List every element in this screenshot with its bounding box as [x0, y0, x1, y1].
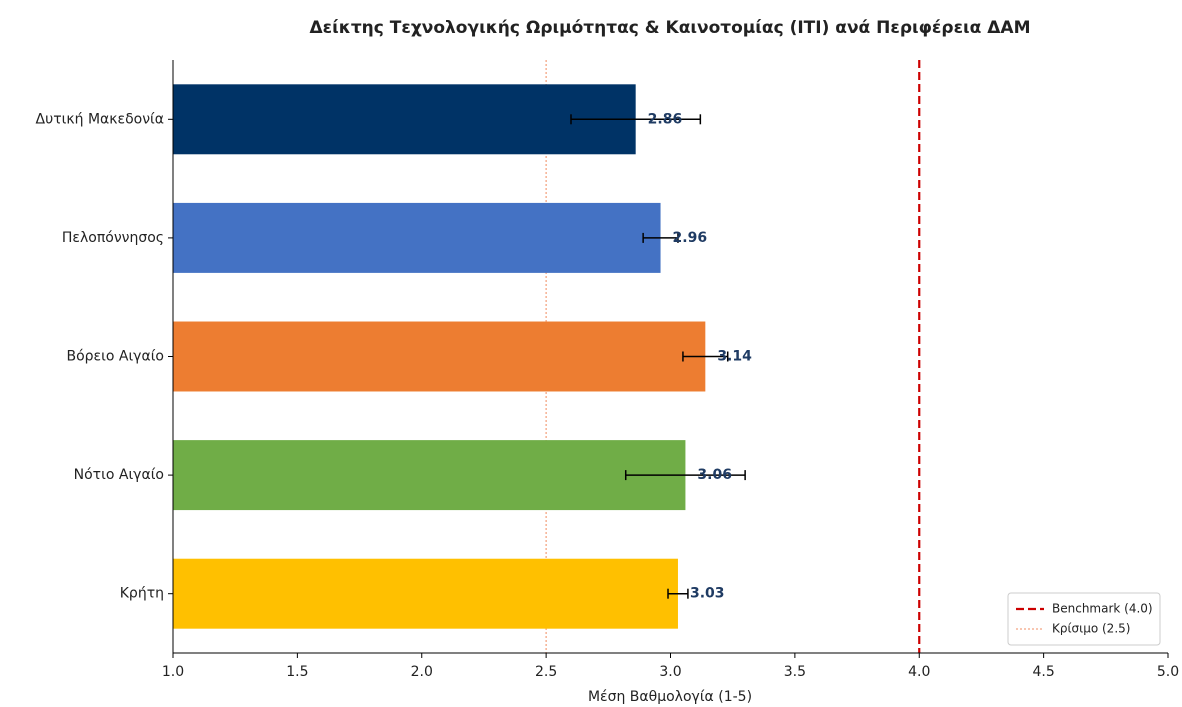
x-tick-label: 3.5	[784, 664, 806, 680]
data-label: 2.86	[648, 111, 683, 127]
legend-label: Κρίσιμο (2.5)	[1052, 622, 1130, 636]
y-tick-label: Κρήτη	[120, 586, 164, 602]
x-axis-label: Μέση Βαθμολογία (1-5)	[588, 689, 752, 705]
bar	[173, 321, 706, 392]
x-tick-label: 5.0	[1157, 664, 1179, 680]
chart-title: Δείκτης Τεχνολογικής Ωριμότητας & Καινοτ…	[310, 18, 1031, 38]
x-tick-label: 3.0	[659, 664, 681, 680]
y-tick-label: Βόρειο Αιγαίο	[66, 349, 164, 365]
x-tick-label: 4.0	[908, 664, 930, 680]
y-tick-label: Νότιο Αιγαίο	[74, 467, 164, 483]
x-tick-label: 4.5	[1032, 664, 1054, 680]
data-label: 3.03	[690, 586, 725, 602]
x-tick-label: 2.5	[535, 664, 557, 680]
x-tick-label: 1.5	[286, 664, 308, 680]
bar	[173, 84, 636, 155]
data-label: 3.06	[697, 467, 732, 483]
y-tick-label: Δυτική Μακεδονία	[36, 111, 164, 127]
data-label: 3.14	[717, 349, 752, 365]
y-tick-label: Πελοπόννησος	[62, 230, 164, 246]
bar	[173, 440, 686, 511]
legend-box	[1007, 592, 1161, 646]
x-tick-label: 2.0	[411, 664, 433, 680]
bar	[173, 558, 678, 629]
data-label: 2.96	[673, 230, 708, 246]
x-tick-label: 1.0	[162, 664, 184, 680]
bar	[173, 202, 661, 273]
legend-label: Benchmark (4.0)	[1052, 602, 1153, 616]
